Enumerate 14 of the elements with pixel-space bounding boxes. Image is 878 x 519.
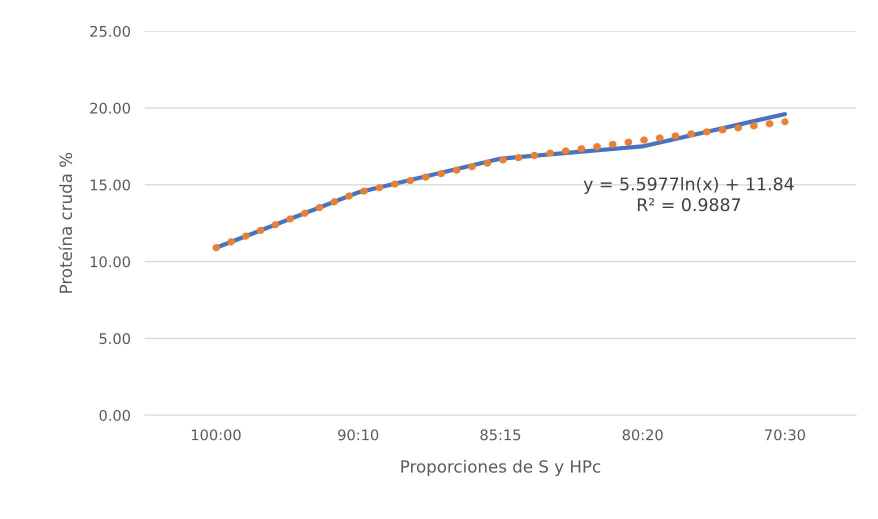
y-tick-label: 5.00 (100, 333, 130, 344)
x-tick-label: 70:30 (765, 429, 805, 440)
x-tick-label: 80:20 (622, 429, 663, 440)
x-tick-label: 85:15 (480, 429, 520, 440)
x-tick-label: 100:00 (192, 429, 241, 440)
y-tick-label: 10.00 (90, 256, 130, 268)
y-axis-title: Proteína cruda % (58, 152, 72, 293)
y-tick-label: 0.00 (99, 410, 130, 421)
y-tick-label: 15.00 (90, 179, 130, 191)
x-tick-label: 90:10 (338, 429, 378, 440)
y-tick-label: 25.00 (90, 26, 130, 37)
y-tick-label: 20.00 (90, 102, 130, 114)
x-axis-title: Proporciones de S y HPc (401, 460, 600, 476)
annotation: y = 5.5977ln(x) + 11.84 R² = 0.9887 (584, 177, 794, 212)
